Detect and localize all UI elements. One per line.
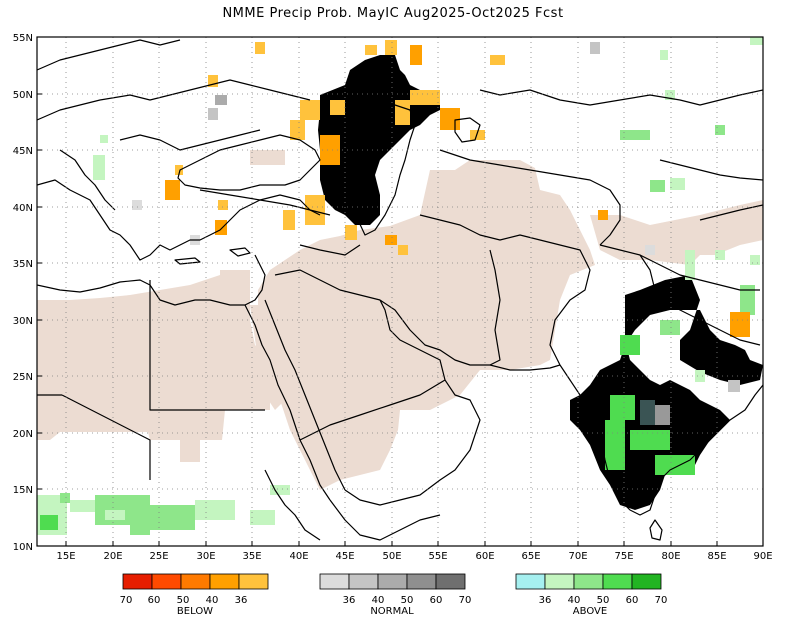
- legend-normal-tick: 50: [401, 595, 414, 606]
- legend-normal-tick: 70: [459, 595, 472, 606]
- lon-label: 45E: [335, 551, 354, 562]
- legend-above-tick: 70: [655, 595, 668, 606]
- lat-label: 35N: [13, 259, 33, 270]
- lat-label: 20N: [13, 429, 33, 440]
- legend-below-tick: 70: [120, 595, 133, 606]
- legend-normal-tick: 60: [430, 595, 443, 606]
- map-panel: [37, 37, 763, 546]
- lon-label: 20E: [103, 551, 122, 562]
- lon-label: 35E: [242, 551, 261, 562]
- legend-below-tick: 50: [177, 595, 190, 606]
- coastlines: [37, 39, 763, 541]
- legend-below-title: BELOW: [177, 606, 213, 617]
- map-grid: [37, 37, 763, 546]
- map-title: NMME Precip Prob. MayIC Aug2025-Oct2025 …: [222, 6, 564, 21]
- legend-above-tick: 36: [539, 595, 552, 606]
- lat-label: 55N: [13, 33, 33, 44]
- legend-above: 36 40 50 60 70 ABOVE: [515, 573, 668, 617]
- lat-label: 10N: [13, 542, 33, 553]
- legend-above-tick: 60: [626, 595, 639, 606]
- legend-below-tick: 60: [148, 595, 161, 606]
- lon-label: 60E: [475, 551, 494, 562]
- lat-labels: 10N 15N 20N 25N 30N 35N 40N 45N 50N 55N: [13, 33, 33, 553]
- lon-label: 25E: [149, 551, 168, 562]
- legend-normal: 36 40 50 60 70 NORMAL: [319, 573, 472, 617]
- lon-label: 55E: [428, 551, 447, 562]
- legend-above-tick: 50: [597, 595, 610, 606]
- map-frame: [36, 36, 764, 547]
- lon-label: 90E: [753, 551, 772, 562]
- lat-label: 40N: [13, 203, 33, 214]
- legend-normal-tick: 36: [343, 595, 356, 606]
- legend-normal-tick: 40: [372, 595, 385, 606]
- lon-label: 30E: [196, 551, 215, 562]
- lon-label: 50E: [382, 551, 401, 562]
- lon-label: 80E: [661, 551, 680, 562]
- legend-normal-title: NORMAL: [370, 606, 414, 617]
- lat-label: 45N: [13, 146, 33, 157]
- lat-label: 50N: [13, 90, 33, 101]
- lon-label: 40E: [289, 551, 308, 562]
- lon-label: 75E: [614, 551, 633, 562]
- lat-label: 15N: [13, 485, 33, 496]
- lon-label: 85E: [707, 551, 726, 562]
- dry-season-mask: [37, 150, 763, 490]
- legend-above-tick: 40: [568, 595, 581, 606]
- legend-below-tick: 36: [235, 595, 248, 606]
- lon-label: 65E: [521, 551, 540, 562]
- legend-below: 70 60 50 40 36 BELOW: [120, 573, 269, 617]
- axis-ticks: [37, 93, 718, 546]
- lat-label: 25N: [13, 372, 33, 383]
- lon-label: 15E: [56, 551, 75, 562]
- lat-label: 30N: [13, 316, 33, 327]
- lon-labels: 15E 20E 25E 30E 35E 40E 45E 50E 55E 60E …: [56, 551, 772, 562]
- above-normal-cells: [37, 37, 763, 535]
- legend-above-title: ABOVE: [573, 606, 607, 617]
- lon-label: 70E: [568, 551, 587, 562]
- legend-below-tick: 40: [206, 595, 219, 606]
